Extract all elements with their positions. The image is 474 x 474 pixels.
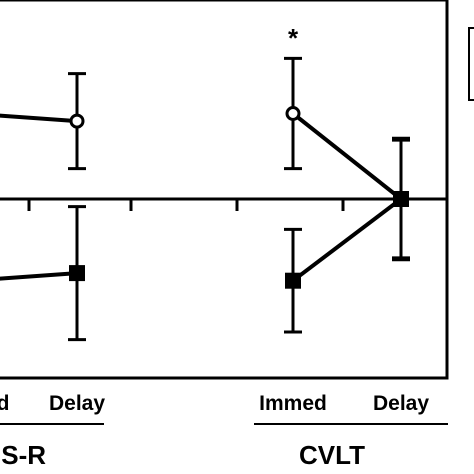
series-line-g0-s1 — [0, 271, 78, 281]
point-square-g1-s1-p0 — [285, 272, 301, 289]
point-square-g1-s1-p1 — [393, 191, 409, 207]
plot-frame — [0, 0, 449, 380]
group1-label: IS-R — [0, 440, 46, 470]
tick-label-group2-delay: Delay — [373, 392, 429, 415]
tick-label-group1-delay: Delay — [49, 392, 105, 415]
series-line-g1-s0 — [291, 111, 403, 201]
series-line-g0-s0 — [0, 113, 78, 124]
point-circle-g0-s0-p1 — [69, 113, 85, 129]
series-layer — [0, 56, 410, 342]
x-axis-ticks — [27, 199, 345, 211]
significance-asterisk: * — [288, 23, 299, 53]
group2-label: CVLT — [299, 440, 365, 470]
series-line-g1-s1 — [291, 197, 403, 283]
point-square-g0-s1-p1 — [69, 265, 85, 282]
tick-label-group1-immed: d — [0, 392, 9, 415]
tick-label-group2-immed: Immed — [259, 392, 327, 415]
legend-box-edge — [468, 27, 474, 101]
point-circle-g1-s0-p0 — [285, 106, 301, 121]
